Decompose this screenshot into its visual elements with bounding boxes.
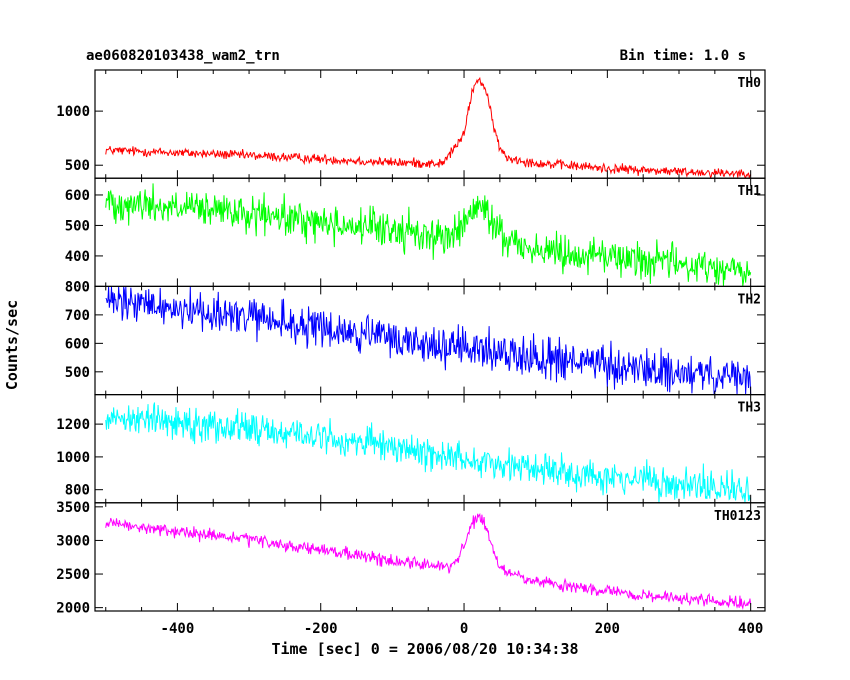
y-tick-label: 700 [65, 308, 90, 324]
y-tick-label: 1200 [56, 417, 90, 433]
series-line-th2 [105, 286, 752, 395]
x-tick-label: -200 [304, 621, 338, 637]
series-line-th3 [105, 402, 752, 503]
y-tick-label: 2500 [56, 567, 90, 583]
y-tick-label: 800 [65, 483, 90, 499]
panel-label-th3: TH3 [738, 401, 761, 416]
y-tick-label: 800 [65, 279, 90, 295]
series-line-th0123 [105, 512, 752, 610]
series-line-th0 [105, 76, 752, 179]
y-tick-label: 400 [65, 249, 90, 265]
x-tick-label: -400 [161, 621, 195, 637]
y-axis-label: Counts/sec [3, 300, 21, 390]
y-tick-label: 500 [65, 158, 90, 174]
panel-frame-th0123 [94, 502, 766, 612]
chart-title: ae060820103438_wam2_trn [86, 48, 280, 64]
panel-label-th0123: TH0123 [714, 509, 761, 524]
y-tick-label: 600 [65, 336, 90, 352]
y-tick-label: 1000 [56, 104, 90, 120]
y-tick-label: 2000 [56, 601, 90, 617]
x-tick-label: 0 [460, 621, 468, 637]
panel-label-th2: TH2 [738, 292, 761, 307]
panel-frame-th1 [94, 177, 766, 287]
y-tick-label: 600 [65, 188, 90, 204]
y-tick-label: 500 [65, 365, 90, 381]
y-tick-label: 3500 [56, 500, 90, 516]
x-tick-label: 400 [738, 621, 763, 637]
x-axis-label: Time [sec] 0 = 2006/08/20 10:34:38 [271, 640, 578, 658]
bin-time-label: Bin time: 1.0 s [620, 48, 746, 64]
y-tick-label: 1000 [56, 450, 90, 466]
panel-label-th0: TH0 [738, 76, 762, 91]
panels-group: TH0 500 1000 TH1 400 500 600 TH2 500 600 700 800 TH3… [56, 69, 766, 637]
y-tick-label: 3000 [56, 533, 90, 549]
y-tick-label: 500 [65, 218, 90, 234]
x-tick-label: 200 [595, 621, 620, 637]
series-line-th1 [105, 183, 752, 286]
panel-label-th1: TH1 [738, 184, 762, 199]
